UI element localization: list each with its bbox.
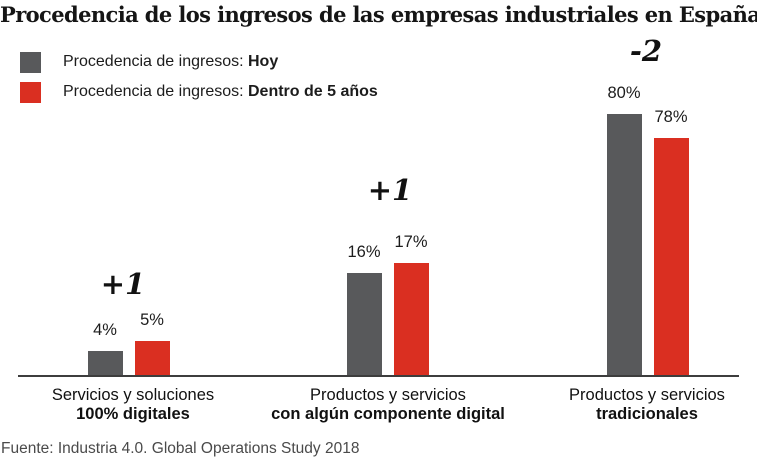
bar-futuro-digitales	[135, 341, 170, 376]
category-label-digitales-line1: Servicios y soluciones	[51, 386, 215, 404]
category-label-tradicionales-line2: tradicionales	[596, 405, 698, 423]
source-footer: Fuente: Industria 4.0. Global Operations…	[1, 440, 360, 457]
category-label-tradicionales: Productos y servicios tradicionales	[497, 386, 757, 424]
category-label-tradicionales-line1: Productos y servicios	[569, 386, 725, 404]
value-label-futuro-digitales: 5%	[140, 310, 164, 329]
category-label-componente: Productos y servicios con algún componen…	[238, 386, 538, 424]
legend-label-hoy-prefix: Procedencia de ingresos:	[63, 53, 248, 70]
legend-label-futuro: Procedencia de ingresos: Dentro de 5 año…	[63, 83, 378, 101]
bar-hoy-componente	[347, 273, 382, 376]
category-label-digitales-line2: 100% digitales	[76, 405, 190, 423]
legend-swatch-hoy	[20, 51, 41, 73]
bar-hoy-tradicionales	[607, 114, 642, 376]
category-label-componente-line2: con algún componente digital	[271, 405, 505, 423]
value-label-hoy-componente: 16%	[347, 242, 381, 261]
bar-futuro-tradicionales	[654, 138, 689, 376]
legend-label-hoy-value: Hoy	[248, 53, 279, 70]
legend-label-futuro-prefix: Procedencia de ingresos:	[63, 83, 248, 100]
bar-hoy-digitales	[88, 351, 123, 376]
value-label-hoy-digitales: 4%	[93, 320, 117, 339]
legend-label-hoy: Procedencia de ingresos: Hoy	[63, 53, 278, 71]
category-label-digitales: Servicios y soluciones 100% digitales	[0, 386, 283, 424]
x-axis-baseline	[18, 375, 739, 377]
value-label-futuro-componente: 17%	[394, 232, 428, 251]
chart-title: Procedencia de los ingresos de las empre…	[0, 2, 757, 27]
delta-annotation-componente: +1	[367, 173, 413, 207]
delta-annotation-digitales: +1	[100, 267, 146, 301]
legend-swatch-futuro	[20, 81, 41, 103]
legend-label-futuro-value: Dentro de 5 años	[248, 83, 378, 100]
legend-item-hoy: Procedencia de ingresos: Hoy	[20, 51, 378, 73]
category-label-componente-line1: Productos y servicios	[310, 386, 466, 404]
delta-annotation-tradicionales: -2	[629, 34, 663, 68]
legend: Procedencia de ingresos: Hoy Procedencia…	[20, 51, 378, 111]
legend-item-futuro: Procedencia de ingresos: Dentro de 5 año…	[20, 81, 378, 103]
bar-futuro-componente	[394, 263, 429, 376]
value-label-futuro-tradicionales: 78%	[654, 107, 688, 126]
value-label-hoy-tradicionales: 80%	[607, 83, 641, 102]
